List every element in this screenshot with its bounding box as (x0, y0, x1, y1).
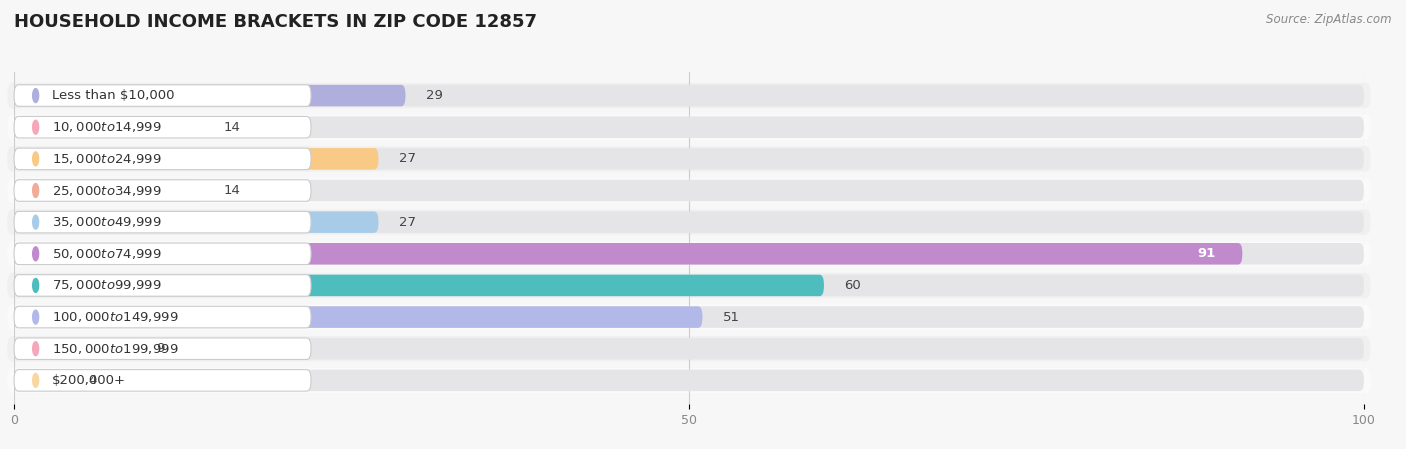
Text: $100,000 to $149,999: $100,000 to $149,999 (52, 310, 179, 324)
FancyBboxPatch shape (14, 370, 311, 391)
Text: HOUSEHOLD INCOME BRACKETS IN ZIP CODE 12857: HOUSEHOLD INCOME BRACKETS IN ZIP CODE 12… (14, 13, 537, 31)
Text: 4: 4 (89, 374, 97, 387)
Text: $50,000 to $74,999: $50,000 to $74,999 (52, 247, 162, 261)
FancyBboxPatch shape (14, 85, 311, 106)
Text: 27: 27 (399, 152, 416, 165)
Text: $25,000 to $34,999: $25,000 to $34,999 (52, 184, 162, 198)
FancyBboxPatch shape (14, 211, 1364, 233)
FancyBboxPatch shape (14, 211, 311, 233)
Text: $10,000 to $14,999: $10,000 to $14,999 (52, 120, 162, 134)
FancyBboxPatch shape (14, 370, 67, 391)
FancyBboxPatch shape (14, 275, 311, 296)
FancyBboxPatch shape (7, 114, 1371, 140)
Circle shape (32, 374, 38, 387)
Text: $150,000 to $199,999: $150,000 to $199,999 (52, 342, 179, 356)
FancyBboxPatch shape (14, 148, 311, 170)
FancyBboxPatch shape (14, 306, 703, 328)
Text: 60: 60 (844, 279, 860, 292)
FancyBboxPatch shape (14, 243, 1364, 264)
Circle shape (32, 278, 38, 292)
FancyBboxPatch shape (14, 148, 378, 170)
Circle shape (32, 215, 38, 229)
Text: 9: 9 (156, 342, 165, 355)
FancyBboxPatch shape (14, 116, 1364, 138)
FancyBboxPatch shape (14, 116, 202, 138)
FancyBboxPatch shape (14, 180, 311, 201)
FancyBboxPatch shape (14, 275, 1364, 296)
Circle shape (32, 120, 38, 134)
FancyBboxPatch shape (14, 338, 1364, 360)
Circle shape (32, 342, 38, 356)
FancyBboxPatch shape (7, 241, 1371, 266)
Text: Source: ZipAtlas.com: Source: ZipAtlas.com (1267, 13, 1392, 26)
Circle shape (32, 152, 38, 166)
Text: Less than $10,000: Less than $10,000 (52, 89, 174, 102)
Text: $35,000 to $49,999: $35,000 to $49,999 (52, 215, 162, 229)
FancyBboxPatch shape (14, 85, 1364, 106)
Circle shape (32, 310, 38, 324)
FancyBboxPatch shape (7, 336, 1371, 361)
FancyBboxPatch shape (7, 178, 1371, 203)
Circle shape (32, 88, 38, 102)
Circle shape (32, 184, 38, 198)
FancyBboxPatch shape (14, 148, 1364, 170)
FancyBboxPatch shape (14, 243, 1243, 264)
FancyBboxPatch shape (7, 368, 1371, 393)
Text: 14: 14 (224, 121, 240, 134)
FancyBboxPatch shape (14, 211, 378, 233)
Text: 91: 91 (1197, 247, 1215, 260)
FancyBboxPatch shape (14, 306, 311, 328)
FancyBboxPatch shape (14, 180, 1364, 201)
FancyBboxPatch shape (7, 146, 1371, 172)
FancyBboxPatch shape (7, 83, 1371, 108)
Text: $200,000+: $200,000+ (52, 374, 127, 387)
Circle shape (32, 247, 38, 261)
Text: $75,000 to $99,999: $75,000 to $99,999 (52, 278, 162, 292)
Text: 27: 27 (399, 216, 416, 229)
FancyBboxPatch shape (14, 338, 135, 360)
FancyBboxPatch shape (14, 338, 311, 360)
Text: 14: 14 (224, 184, 240, 197)
Text: 51: 51 (723, 311, 740, 324)
FancyBboxPatch shape (14, 275, 824, 296)
Text: 29: 29 (426, 89, 443, 102)
FancyBboxPatch shape (14, 306, 1364, 328)
FancyBboxPatch shape (7, 273, 1371, 298)
FancyBboxPatch shape (14, 85, 405, 106)
FancyBboxPatch shape (7, 210, 1371, 235)
FancyBboxPatch shape (14, 370, 1364, 391)
Text: $15,000 to $24,999: $15,000 to $24,999 (52, 152, 162, 166)
FancyBboxPatch shape (14, 116, 311, 138)
FancyBboxPatch shape (7, 304, 1371, 330)
FancyBboxPatch shape (14, 243, 311, 264)
FancyBboxPatch shape (14, 180, 202, 201)
